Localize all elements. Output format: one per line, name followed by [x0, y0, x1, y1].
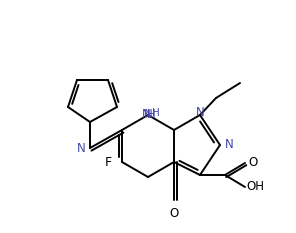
Text: H: H — [147, 107, 156, 120]
Text: N: N — [196, 106, 204, 120]
Text: O: O — [169, 207, 178, 220]
Text: N: N — [77, 141, 85, 154]
Text: N: N — [144, 109, 152, 121]
Text: F: F — [104, 155, 112, 168]
Text: N: N — [142, 107, 151, 120]
Text: OH: OH — [246, 181, 264, 193]
Text: O: O — [248, 157, 258, 169]
Text: N: N — [225, 138, 233, 151]
Text: H: H — [152, 108, 160, 118]
